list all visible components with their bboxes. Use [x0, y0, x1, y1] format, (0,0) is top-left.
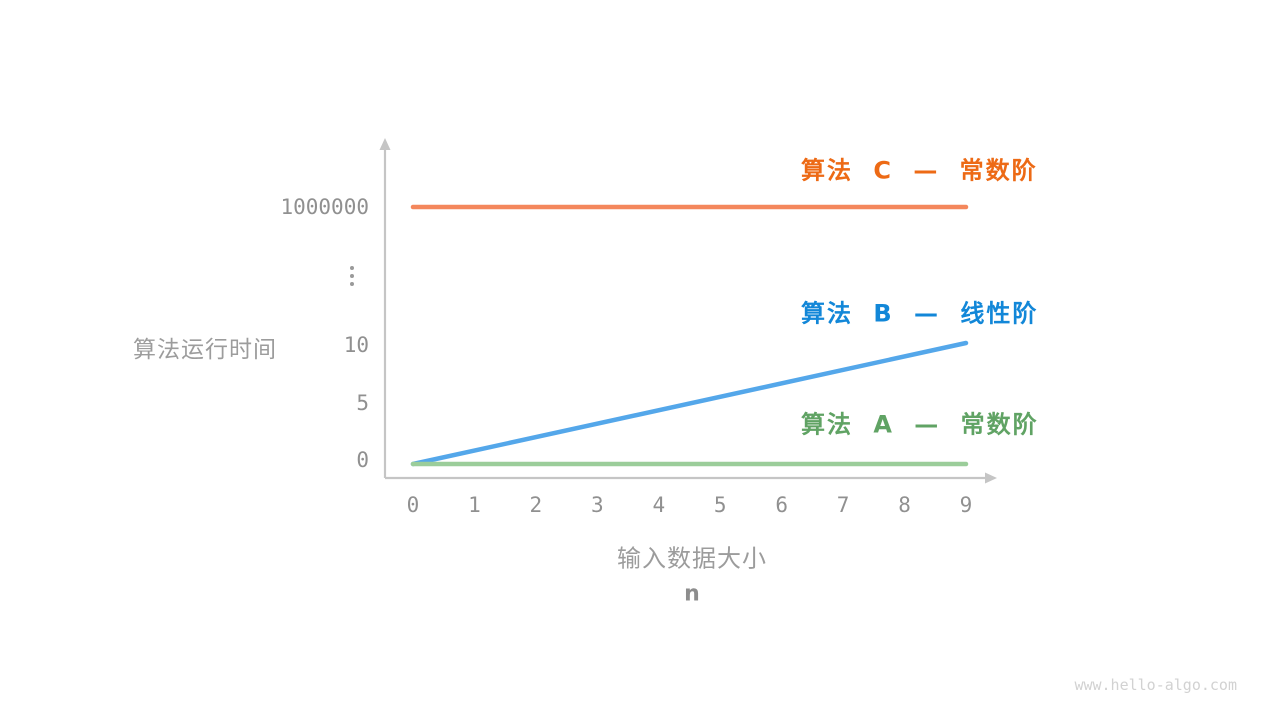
watermark: www.hello-algo.com	[1074, 676, 1237, 694]
x-tick-3: 3	[591, 493, 604, 517]
x-axis-arrowhead	[985, 472, 997, 484]
y-tick-0: 0	[356, 448, 369, 472]
x-tick-4: 4	[652, 493, 666, 517]
y-axis-ellipsis	[350, 266, 354, 286]
y-axis-arrowhead	[379, 138, 391, 150]
x-tick-9: 9	[959, 493, 973, 517]
y-axis-title: 算法运行时间	[133, 337, 277, 363]
x-tick-6: 6	[775, 493, 788, 517]
y-tick-5: 5	[356, 391, 369, 415]
legend-label-1: 算法 B — 线性阶	[801, 299, 1039, 328]
legend-label-0: 算法 C — 常数阶	[801, 156, 1038, 185]
x-tick-5: 5	[713, 493, 727, 517]
y-tick-10: 10	[343, 333, 369, 357]
y-tick-1000000: 1000000	[280, 195, 369, 219]
x-tick-1: 1	[468, 493, 481, 517]
x-tick-7: 7	[836, 493, 850, 517]
x-axis-variable-label: n	[684, 581, 700, 607]
x-tick-0: 0	[406, 493, 420, 517]
series-line-1	[410, 340, 969, 467]
x-tick-2: 2	[529, 493, 543, 517]
x-axis-title: 输入数据大小	[617, 544, 767, 573]
x-tick-8: 8	[898, 493, 911, 517]
legend-label-2: 算法 A — 常数阶	[801, 410, 1039, 439]
